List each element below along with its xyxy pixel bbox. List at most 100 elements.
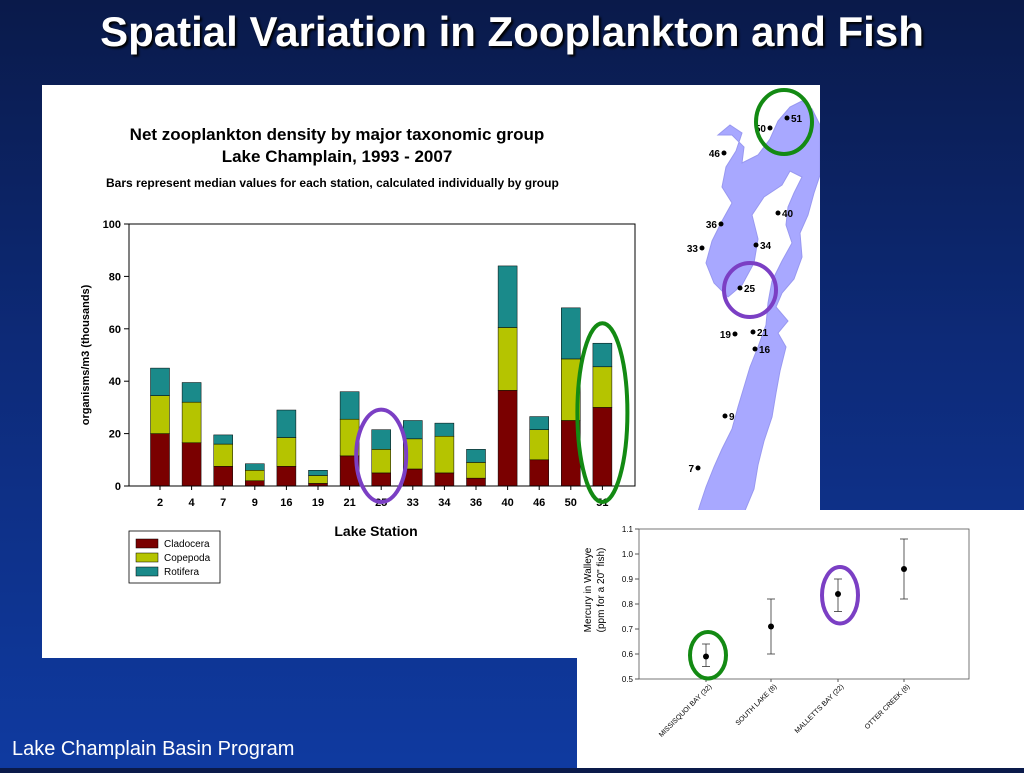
bar-copepoda-34 [434,435,455,474]
y-tick-label: 80 [109,271,121,283]
bar-rotifera-16 [276,409,297,438]
mercury-y-tick-label: 1.1 [622,525,634,534]
bar-cladocera-16 [276,466,297,487]
mercury-x-label: MALLETTS BAY (22) [794,683,846,735]
legend-label-rotifera: Rotifera [164,567,199,578]
station-marker-25 [737,285,743,291]
mercury-point [703,653,709,660]
bar-cladocera-9 [245,480,265,487]
y-tick-label: 40 [109,376,121,388]
bar-rotifera-33 [403,420,423,440]
x-tick-label: 4 [189,497,196,509]
bar-rotifera-4 [181,382,202,403]
x-tick-label: 19 [312,497,324,509]
x-tick-label: 9 [252,497,258,509]
bar-cladocera-4 [181,442,202,487]
station-label-34: 34 [760,241,772,252]
y-tick-label: 0 [115,481,121,493]
mercury-chart: Mercury in Walleye (ppm for a 20" fish) … [583,525,970,739]
x-tick-label: 33 [407,497,419,509]
bar-copepoda-25 [371,449,391,474]
bar-rotifera-25 [371,429,391,450]
map-highlight-25 [722,261,778,319]
highlight-station-51 [575,321,630,505]
bar-copepoda-9 [245,470,265,482]
station-label-9: 9 [729,412,735,423]
station-marker-36 [718,221,724,227]
mercury-y-tick-label: 0.8 [622,600,634,609]
bar-cladocera-46 [529,459,549,487]
mercury-x-label: OTTER CREEK (8) [864,683,912,731]
bar-cladocera-40 [497,390,518,487]
legend-swatch-rotifera [135,566,159,577]
bar-copepoda-40 [497,327,518,391]
station-label-16: 16 [759,345,771,356]
x-tick-label: 16 [280,497,292,509]
x-tick-label: 50 [565,497,577,509]
x-tick-label: 7 [220,497,226,509]
chart-note: Bars represent median values for each st… [106,176,559,190]
slide-title: Spatial Variation in Zooplankton and Fis… [100,8,924,55]
mercury-point [901,566,907,572]
x-tick-label: 40 [501,497,513,509]
station-marker-16 [752,346,758,352]
mercury-y-tick-label: 0.9 [622,575,634,584]
chart-subtitle: Lake Champlain, 1993 - 2007 [222,147,453,166]
mercury-y-tick-label: 0.5 [622,675,634,684]
x-tick-label: 36 [470,497,482,509]
station-marker-19 [732,331,738,337]
bar-cladocera-25 [371,472,391,487]
bar-rotifera-46 [529,416,549,430]
mercury-y-tick-label: 1.0 [622,550,634,559]
bar-rotifera-21 [339,391,360,420]
bar-copepoda-4 [181,401,202,444]
bar-copepoda-19 [308,475,328,484]
mercury-highlight [820,565,860,626]
bar-rotifera-51 [592,342,613,368]
highlight-station-25 [354,407,409,504]
bar-copepoda-2 [150,395,170,434]
y-tick-label: 100 [103,219,121,231]
bar-cladocera-34 [434,472,455,487]
station-marker-46 [721,150,727,156]
y-tick-label: 60 [109,324,121,336]
station-marker-9 [722,413,728,419]
station-label-19: 19 [720,330,732,341]
station-marker-40 [775,210,781,216]
station-label-46: 46 [709,149,721,160]
y-axis-label: organisms/m3 (thousands) [80,284,92,425]
station-label-36: 36 [706,220,718,231]
footer-text: Lake Champlain Basin Program [12,738,295,760]
bar-cladocera-51 [592,407,613,487]
legend-label-copepoda: Copepoda [164,553,211,564]
mercury-point [768,623,774,630]
x-tick-label: 46 [533,497,545,509]
bar-cladocera-7 [213,466,233,487]
chart-title: Net zooplankton density by major taxonom… [130,125,545,144]
bar-rotifera-7 [213,434,233,445]
bar-rotifera-50 [561,307,581,360]
bar-cladocera-36 [466,477,486,487]
x-tick-label: 2 [157,497,163,509]
bar-rotifera-2 [150,367,170,396]
zooplankton-chart: Net zooplankton density by major taxonom… [80,88,821,659]
mercury-chart-panel: Mercury in Walleye (ppm for a 20" fish) … [577,510,1024,768]
zooplankton-chart-panel: Net zooplankton density by major taxonom… [42,85,821,659]
mercury-point [835,591,841,597]
bar-copepoda-36 [466,462,486,479]
map-highlight-51 [754,88,814,156]
bar-rotifera-36 [466,449,486,463]
bar-cladocera-2 [150,433,170,487]
station-label-40: 40 [782,209,794,220]
x-axis-label: Lake Station [334,523,417,539]
station-marker-50 [767,125,773,131]
station-marker-7 [695,465,701,471]
x-tick-label: 21 [343,497,355,509]
station-label-51: 51 [791,114,803,125]
bar-copepoda-16 [276,437,297,467]
legend-label-cladocera: Cladocera [164,539,210,550]
mercury-x-label: MISSISQUOI BAY (32) [658,683,713,738]
bar-copepoda-46 [529,429,549,461]
mercury-y-tick-label: 0.6 [622,650,634,659]
bar-rotifera-19 [308,470,328,476]
